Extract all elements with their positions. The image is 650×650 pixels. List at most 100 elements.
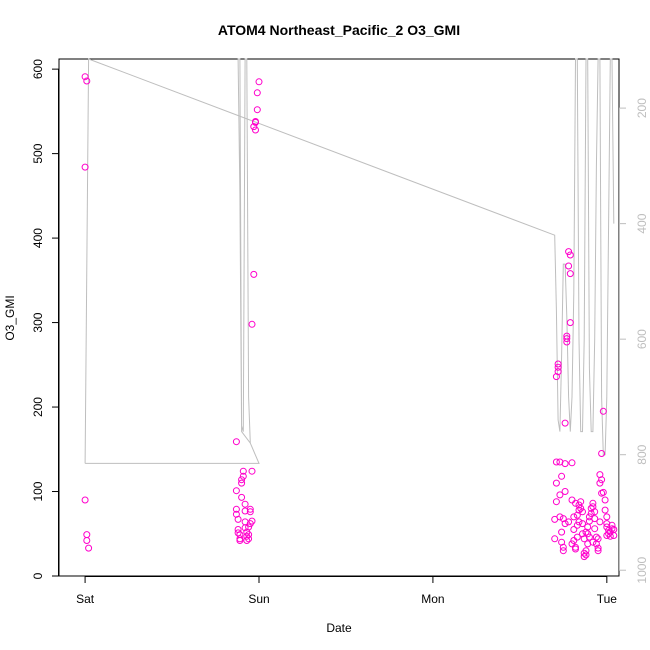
secondary-tick-label: 800 <box>635 444 649 464</box>
data-point <box>598 450 606 457</box>
data-point <box>238 493 246 501</box>
data-point <box>246 508 254 516</box>
data-point <box>579 530 586 538</box>
data-point <box>577 504 585 512</box>
data-point <box>561 419 569 427</box>
data-point <box>253 89 261 97</box>
data-point <box>585 533 593 541</box>
data-point <box>239 467 247 475</box>
data-point <box>255 78 263 86</box>
plot-frame <box>58 58 620 577</box>
data-point <box>566 270 574 278</box>
x-tick-label: Mon <box>421 592 444 606</box>
chart-title: ATOM4 Northeast_Pacific_2 O3_GMI <box>218 22 460 38</box>
data-point <box>594 547 602 555</box>
data-point <box>248 320 256 328</box>
data-point <box>556 491 564 499</box>
y-tick-label: 200 <box>31 397 45 417</box>
data-point <box>232 487 240 495</box>
data-point <box>239 472 247 480</box>
data-point <box>565 248 573 256</box>
data-point <box>570 513 578 521</box>
data-point <box>232 505 240 513</box>
data-point <box>563 335 571 343</box>
data-point <box>559 543 567 551</box>
data-point <box>85 544 93 552</box>
data-point <box>250 270 258 278</box>
data-point <box>81 496 89 504</box>
data-point <box>83 531 91 539</box>
data-point <box>552 373 560 381</box>
x-tick-label: Sun <box>248 592 269 606</box>
secondary-y-axis: 200 400 600 800 1000 <box>619 98 649 584</box>
data-point <box>575 501 583 509</box>
data-point <box>610 532 618 539</box>
data-point <box>234 515 242 523</box>
data-point <box>252 126 259 134</box>
data-point <box>589 538 597 546</box>
data-point <box>596 518 604 526</box>
secondary-tick-label: 1000 <box>635 557 649 584</box>
data-point <box>245 531 253 539</box>
data-point <box>243 537 251 544</box>
data-point <box>252 118 259 125</box>
data-point <box>606 532 614 540</box>
data-point <box>568 540 576 548</box>
data-point <box>599 488 607 496</box>
data-point <box>565 262 573 270</box>
data-point <box>587 510 595 517</box>
data-point <box>589 499 597 507</box>
data-point <box>561 520 569 528</box>
data-point <box>566 251 574 259</box>
data-point <box>603 513 611 521</box>
x-tick-label: Sat <box>76 592 95 606</box>
data-point <box>561 460 569 468</box>
data-point <box>591 515 599 523</box>
data-point <box>568 459 576 467</box>
data-point <box>559 547 567 555</box>
data-point <box>582 528 590 536</box>
data-point <box>232 438 240 446</box>
data-point <box>592 533 600 541</box>
data-point <box>552 479 560 487</box>
data-point <box>236 537 244 544</box>
data-point <box>599 407 607 415</box>
secondary-tick-label: 600 <box>635 329 649 349</box>
data-point <box>575 506 583 514</box>
data-point <box>246 505 254 513</box>
secondary-line <box>85 58 260 464</box>
data-point <box>245 535 253 543</box>
x-axis-label: Date <box>326 621 352 635</box>
x-tick-label: Tue <box>597 592 618 606</box>
data-point <box>554 360 562 368</box>
data-point <box>591 508 599 516</box>
data-point <box>579 508 586 516</box>
data-point <box>83 537 91 544</box>
data-point <box>603 532 611 539</box>
data-point <box>551 535 559 543</box>
y-tick-label: 300 <box>31 312 45 332</box>
data-points <box>81 73 618 561</box>
data-point <box>598 476 606 484</box>
data-point <box>554 368 562 376</box>
y-tick-label: 0 <box>31 572 45 579</box>
data-point <box>570 526 578 533</box>
y-axis: 0 100 200 300 400 500 600 <box>31 59 59 579</box>
data-point <box>582 551 590 559</box>
data-point <box>572 499 579 507</box>
data-point <box>608 521 616 529</box>
data-point <box>558 472 566 480</box>
data-point <box>579 520 586 528</box>
y-tick-label: 400 <box>31 228 45 248</box>
data-point <box>248 467 256 475</box>
secondary-tick-label: 400 <box>635 213 649 233</box>
data-point <box>568 496 576 504</box>
y-tick-label: 600 <box>31 59 45 79</box>
data-point <box>596 479 604 487</box>
data-point <box>552 458 560 466</box>
secondary-series-lines <box>84 58 615 464</box>
data-point <box>81 163 89 171</box>
data-point <box>245 523 253 531</box>
data-point <box>238 476 246 484</box>
